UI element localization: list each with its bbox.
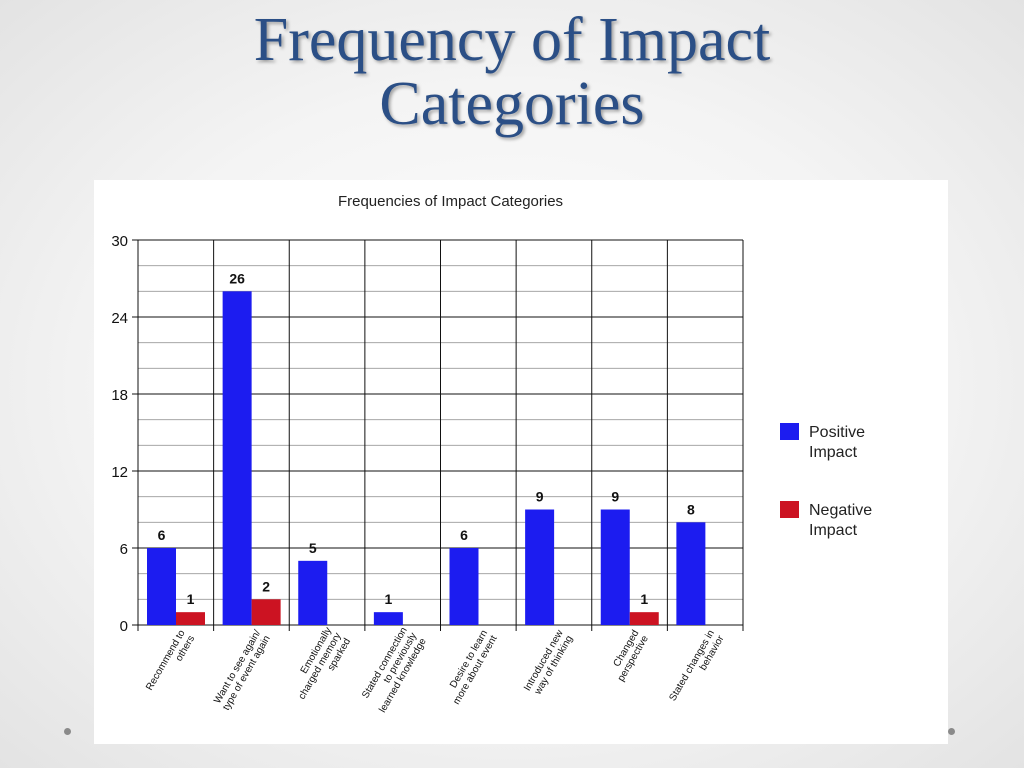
- bar: [600, 509, 630, 625]
- x-tick-label: Changedperspective: [606, 628, 651, 684]
- data-label: 9: [536, 489, 544, 505]
- x-tick-label: Stated changes inbehavior: [667, 628, 726, 709]
- data-label: 6: [460, 527, 468, 543]
- legend-label: Negative Impact: [809, 502, 872, 539]
- x-tick-label: Recommend toothers: [144, 628, 197, 698]
- data-label: 8: [687, 501, 695, 517]
- legend-swatch: [780, 423, 799, 440]
- bar: [222, 291, 252, 625]
- x-tick-label: Desire to learnmore about event: [442, 628, 500, 707]
- y-tick-label: 24: [111, 310, 128, 327]
- legend-label-line: Impact: [809, 522, 858, 539]
- x-tick-label: Stated connectionto previouslylearned kn…: [358, 625, 429, 715]
- slide-nav-dot-left: [64, 728, 71, 735]
- legend-swatch: [780, 501, 799, 518]
- y-tick-label: 12: [111, 464, 128, 481]
- legend-label: Positive Impact: [809, 424, 865, 461]
- legend-label-line: Impact: [809, 444, 858, 461]
- data-label: 9: [611, 489, 619, 505]
- slide-title: Frequency of Impact Categories: [0, 8, 1024, 136]
- data-label: 1: [187, 591, 195, 607]
- bar: [629, 612, 659, 625]
- y-tick-label: 18: [111, 387, 128, 404]
- slide-nav-dot-right: [948, 728, 955, 735]
- bar: [373, 612, 403, 625]
- data-label: 5: [309, 540, 317, 556]
- chart-panel: Frequencies of Impact Categories 0 6 12 18 24…: [94, 180, 948, 744]
- legend-label-line: Positive: [809, 424, 865, 441]
- bar: [676, 522, 706, 625]
- data-label: 2: [262, 578, 270, 594]
- data-label: 26: [229, 270, 245, 286]
- x-tick-label: Introduced newway of thinking: [522, 628, 576, 699]
- slide-title-line-2: Categories: [379, 70, 645, 138]
- bar: [298, 560, 328, 625]
- bar: [147, 548, 176, 625]
- x-tick-label: Want to see again/type of event again: [211, 628, 272, 712]
- y-tick-label: 0: [120, 618, 128, 635]
- bar: [449, 548, 479, 625]
- data-label: 1: [640, 591, 648, 607]
- y-tick-label: 6: [120, 541, 128, 558]
- x-tick-label: Emotionallycharged memorysparked: [287, 626, 353, 707]
- y-tick-label: 30: [111, 233, 128, 250]
- data-label: 6: [158, 527, 166, 543]
- bar: [525, 509, 555, 625]
- bar: [251, 599, 281, 625]
- legend-label-line: Negative: [809, 502, 872, 519]
- data-label: 1: [384, 591, 392, 607]
- slide-title-line-1: Frequency of Impact: [253, 6, 771, 74]
- bar-chart: Frequencies of Impact Categories06121824…: [111, 193, 872, 715]
- bar: [176, 612, 205, 625]
- chart-title: Frequencies of Impact Categories: [338, 193, 563, 210]
